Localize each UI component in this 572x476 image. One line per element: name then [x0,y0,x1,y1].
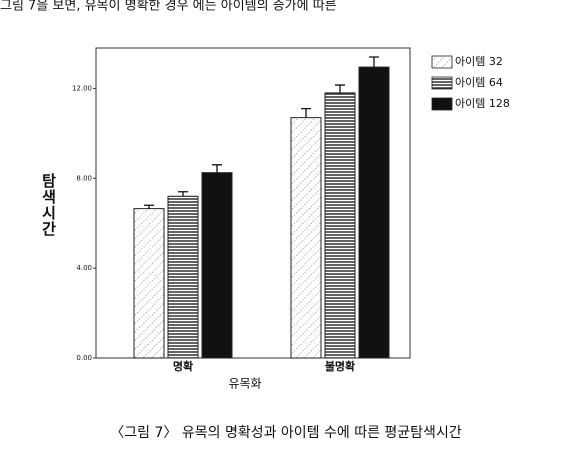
bar [133,208,165,359]
error-bar [369,56,379,68]
bar [290,117,322,359]
error-bar [335,84,345,93]
y-tick-label: 8.00 [76,174,92,182]
caption: 〈그림 7〉 유목의 명확성과 아이템 수에 따른 평균탐색시간 [110,425,462,441]
bar [358,66,390,359]
plot-frame [95,47,411,359]
legend-label: 아이템 32 [455,55,503,68]
y-tick-label: 0.00 [76,354,92,362]
bar [167,195,199,359]
x-tick-label: 명확 [173,359,193,373]
x-tick-label: 불명확 [325,359,355,373]
y-tick-label: 12.00 [72,84,92,92]
x-axis-label: 유목화 [228,377,261,391]
legend-label: 아이템 128 [455,97,510,110]
bar [324,92,356,359]
legend-swatch [431,97,453,111]
legend-swatch [431,76,453,90]
error-bar [301,108,311,118]
error-bar [144,204,154,209]
error-bar [212,164,222,173]
y-tick-label: 4.00 [76,264,92,272]
y-axis-label: 탐색시간 [40,172,58,237]
legend-swatch [431,55,453,69]
legend-label: 아이템 64 [455,76,503,89]
header-text: 그림 7을 보면, 유목이 명확한 경우 에는 아이템의 증가에 따른 [0,0,337,14]
bar [201,172,233,359]
error-bar [178,191,188,197]
